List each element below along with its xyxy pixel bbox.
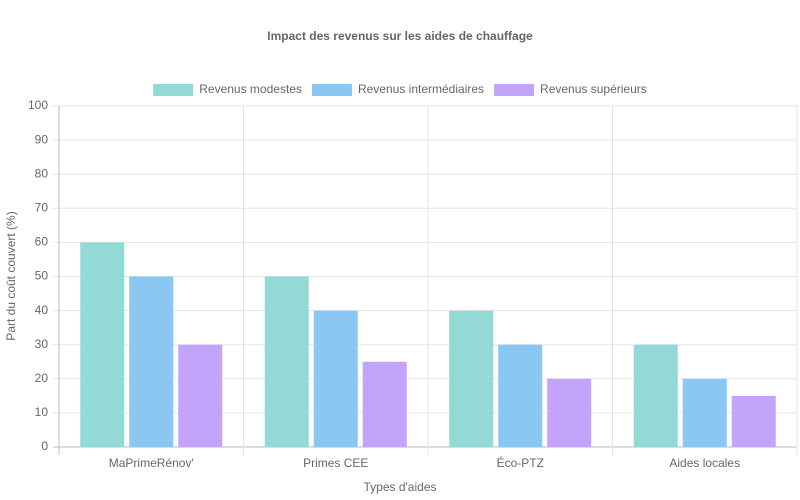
x-tick-label: MaPrimeRénov' [109, 456, 194, 470]
x-tick-label: Aides locales [669, 456, 740, 470]
x-axis-title: Types d'aides [363, 480, 436, 494]
chart-title: Impact des revenus sur les aides de chau… [267, 29, 533, 43]
legend-label: Revenus supérieurs [540, 82, 647, 96]
bar [498, 344, 543, 447]
x-tick-label: Primes CEE [303, 456, 368, 470]
legend-label: Revenus modestes [199, 82, 302, 96]
y-tick-label: 90 [35, 132, 49, 146]
bar [80, 242, 125, 447]
x-tick-label: Éco-PTZ [497, 455, 544, 470]
legend-swatch [153, 84, 194, 96]
bar [178, 344, 223, 447]
bar [313, 310, 358, 447]
y-tick-label: 70 [35, 200, 49, 214]
bar [449, 310, 494, 447]
legend-swatch [494, 84, 535, 96]
y-tick-label: 40 [35, 303, 49, 317]
y-tick-label: 0 [41, 439, 48, 453]
bar [264, 276, 309, 447]
bar [129, 276, 174, 447]
bar [547, 378, 592, 447]
bar [731, 395, 776, 447]
y-tick-label: 30 [35, 337, 49, 351]
y-tick-label: 80 [35, 166, 49, 180]
y-tick-label: 60 [35, 235, 49, 249]
y-axis-title: Part du coût couvert (%) [4, 211, 18, 340]
y-tick-label: 100 [28, 98, 48, 112]
legend-label: Revenus intermédiaires [358, 82, 484, 96]
bar [633, 344, 678, 447]
legend-swatch [311, 84, 352, 96]
y-tick-label: 20 [35, 371, 49, 385]
y-tick-label: 50 [35, 269, 49, 283]
bar [682, 378, 727, 447]
y-tick-label: 10 [35, 405, 49, 419]
bar [362, 361, 407, 447]
